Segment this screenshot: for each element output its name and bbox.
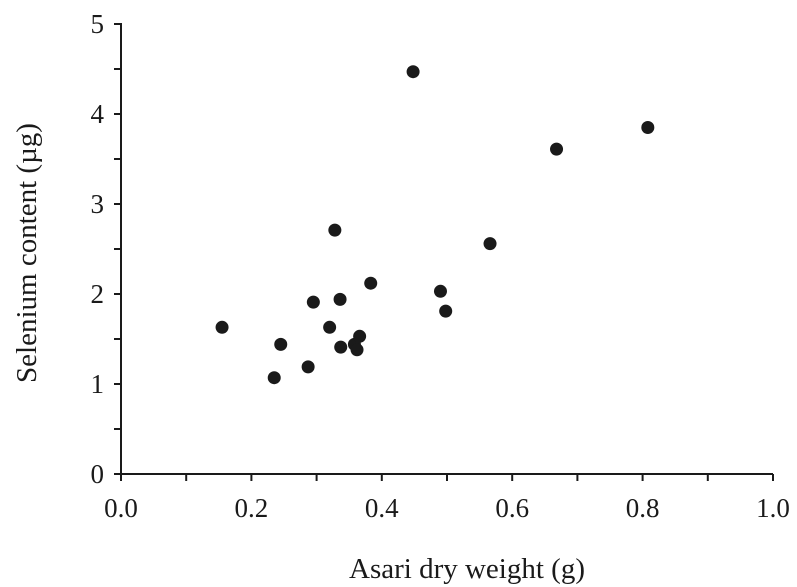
data-point [323,320,337,334]
y-tick-label: 3 [91,189,105,219]
y-tick-label: 0 [91,459,105,489]
data-point [406,65,420,79]
x-tick-label: 0.4 [365,493,399,523]
data-point [439,304,453,318]
data-point [353,329,367,343]
data-point [483,237,497,251]
data-point [274,337,288,351]
data-point [350,343,364,357]
data-point [306,295,320,309]
x-tick-label: 1.0 [756,493,790,523]
y-axis-title: Selenium content (µg) [11,123,43,383]
y-tick-label: 4 [91,99,105,129]
data-point [215,320,229,334]
x-tick-label: 0.0 [104,493,138,523]
data-point [328,223,342,237]
plot-area [120,23,773,475]
y-tick-label: 1 [91,369,105,399]
data-point [267,371,281,385]
data-point [334,340,348,354]
y-tick-label: 2 [91,279,105,309]
axis-ticks: 0.0 0.2 0.4 0.6 0.8 1.0 0 1 2 3 4 5 [91,9,790,523]
y-tick-label: 5 [91,9,105,39]
data-point [364,276,378,290]
data-point [301,360,315,374]
data-point [641,121,655,134]
x-tick-label: 0.8 [626,493,660,523]
x-tick-label: 0.6 [495,493,529,523]
data-point [333,292,347,306]
data-point [433,284,447,298]
data-points [215,65,655,385]
x-tick-label: 0.2 [235,493,269,523]
data-point [550,142,564,156]
x-axis-title: Asari dry weight (g) [349,553,585,585]
